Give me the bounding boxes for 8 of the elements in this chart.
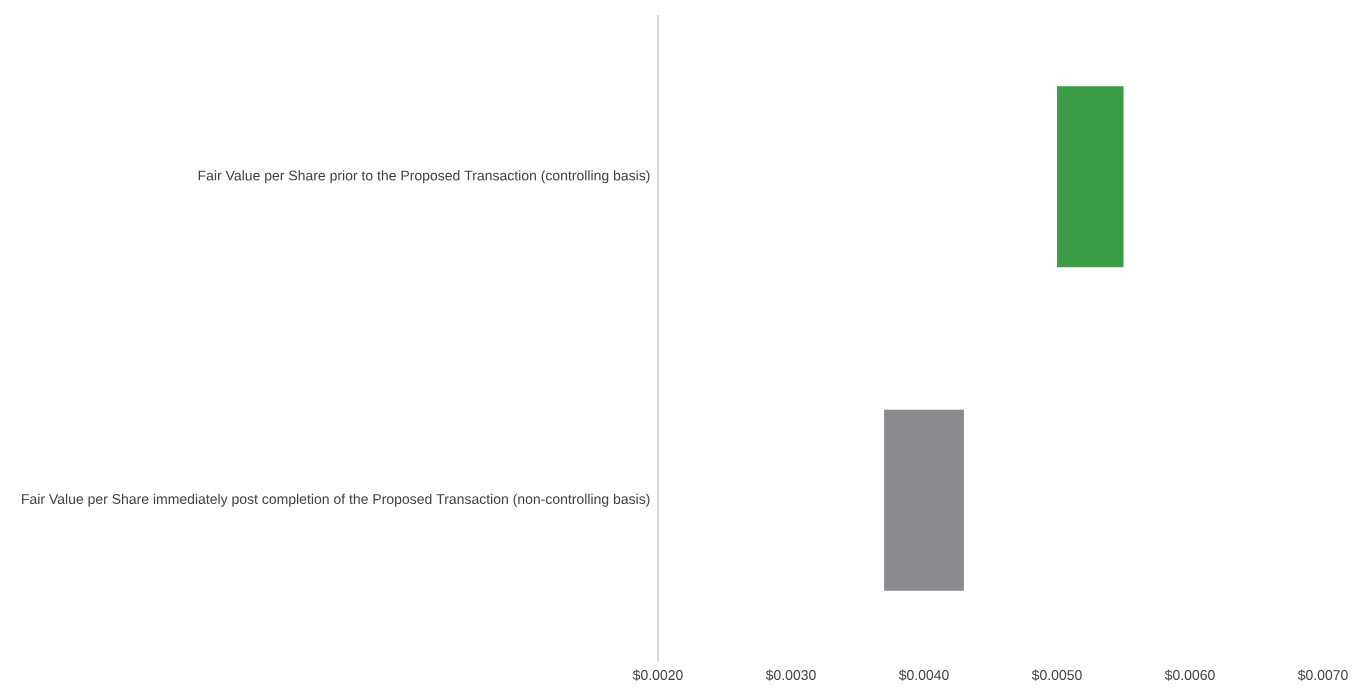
y-tick-label: Fair Value per Share prior to the Proposed Transaction (controlling basis) (198, 170, 650, 184)
x-tick-label: $0.0020 (632, 669, 683, 681)
y-tick-label: Fair Value per Share immediately post completion of the Proposed Transaction (non-controlling basis) (22, 493, 650, 507)
x-tick-label: $0.0070 (1297, 669, 1348, 681)
x-tick-label: $0.0060 (1164, 669, 1215, 681)
x-tick-label: $0.0030 (765, 669, 816, 681)
x-tick-label: $0.0040 (898, 669, 949, 681)
x-tick-label: $0.0050 (1031, 669, 1082, 681)
